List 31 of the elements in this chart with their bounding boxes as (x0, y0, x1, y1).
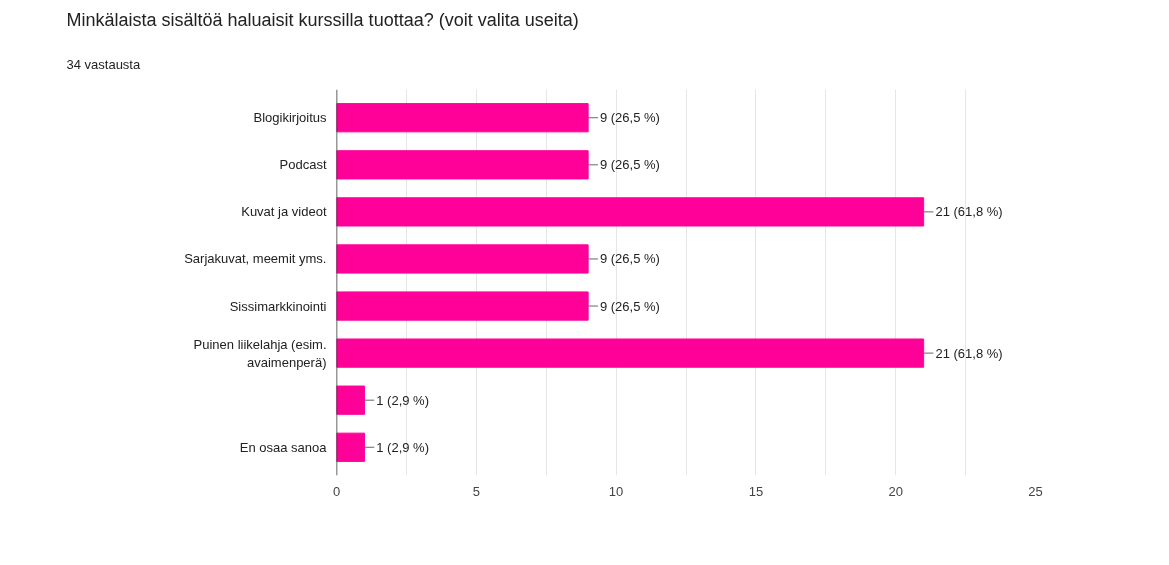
bar (336, 432, 365, 462)
x-tick-label: 20 (888, 483, 903, 499)
chart-title: Minkälaista sisältöä haluaisit kurssilla tuottaa? (voit valita useita) (66, 10, 579, 30)
y-tick-label: En osaa sanoa (239, 439, 328, 455)
y-tick-label: Puinen liikelahja (esim. avaimenperä) (193, 336, 327, 370)
data-label: 9 (26,5 %) (599, 157, 660, 173)
bar (336, 385, 365, 415)
data-label: 21 (61,8 %) (935, 345, 1003, 361)
data-label: 21 (61,8 %) (935, 204, 1003, 220)
data-label: 1 (2,9 %) (376, 439, 429, 455)
data-label: 9 (26,5 %) (599, 251, 660, 267)
bar (336, 244, 589, 274)
bar (336, 103, 589, 133)
x-tick-label: 15 (748, 483, 764, 499)
data-label: 9 (26,5 %) (599, 298, 660, 314)
x-tick-label: 10 (608, 483, 624, 499)
bar (336, 150, 589, 180)
data-label: 1 (2,9 %) (376, 392, 429, 408)
x-tick-label: 25 (1028, 483, 1043, 499)
bar (336, 338, 925, 368)
y-tick-label: Sissimarkkinointi (229, 298, 327, 314)
y-tick-label: Blogikirjoitus (253, 110, 327, 126)
bar (336, 291, 589, 321)
y-tick-label: Podcast (279, 157, 327, 173)
y-tick-label: Kuvat ja videot (241, 204, 327, 220)
data-label: 9 (26,5 %) (599, 110, 660, 126)
text: 34 vastausta (66, 57, 141, 72)
bar (336, 197, 925, 227)
x-tick-label: 0 (332, 483, 341, 499)
x-tick-label: 5 (472, 483, 480, 499)
y-tick-label: Sarjakuvat, meemit yms. (184, 251, 327, 267)
